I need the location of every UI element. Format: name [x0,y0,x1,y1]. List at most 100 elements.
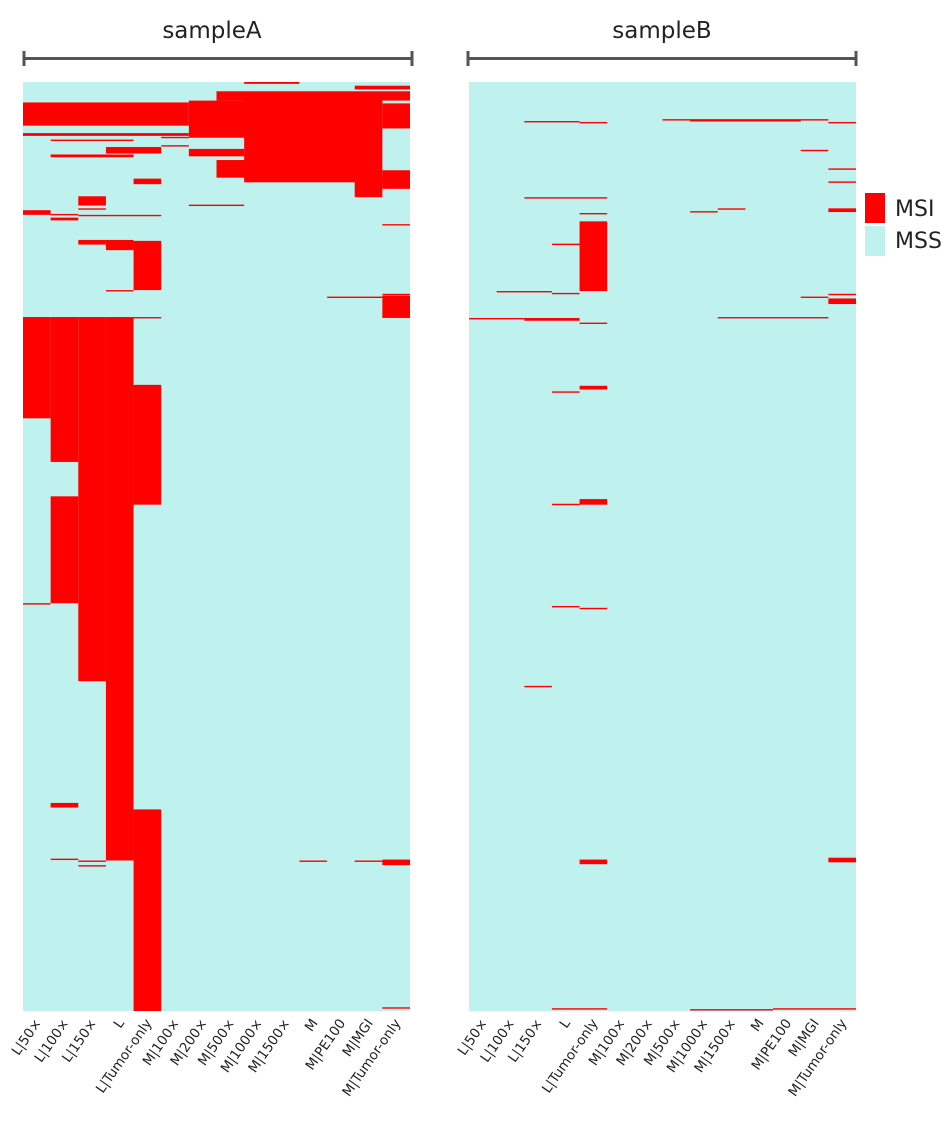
column-label-sampleA-10: M [302,1016,322,1035]
msi-block-sampleA-3 [78,317,106,682]
msi-row-line-sampleB-26 [690,1009,774,1011]
heatmap-background-sampleB [469,82,856,1011]
heatmap-cells-sampleA [23,82,410,1011]
msi-block-sampleA-23 [354,174,383,198]
msi-row-line-sampleA-10 [105,290,134,292]
msi-block-sampleA-15 [105,147,162,154]
msi-block-sampleB-2 [579,499,608,505]
msi-row-line-sampleB-4 [828,121,856,124]
msi-block-sampleB-3 [579,859,608,865]
msi-block-sampleA-25 [382,103,410,129]
msi-block-sampleA-8 [105,239,134,251]
msi-block-sampleA-9 [78,239,106,245]
msi-block-sampleA-11 [50,217,79,221]
msi-block-sampleA-0 [23,317,51,419]
msi-block-sampleA-14 [23,133,189,136]
msi-row-line-sampleA-1 [23,110,162,113]
msi-row-line-sampleA-4 [78,214,162,217]
msi-row-line-sampleB-23 [579,607,608,610]
msi-row-line-sampleB-20 [551,391,580,393]
msi-row-line-sampleA-15 [23,603,51,605]
msi-row-line-sampleB-15 [800,296,829,298]
legend-swatch-mss [865,226,885,256]
msi-block-sampleA-20 [216,91,410,101]
heatmap-cells-sampleB [469,82,856,1011]
msi-row-line-sampleA-5 [161,136,189,139]
msi-block-sampleA-12 [23,210,51,215]
column-label-sampleB-3: L [557,1016,575,1032]
msi-row-line-sampleB-14 [579,212,608,215]
msi-row-line-sampleB-16 [828,293,856,296]
msi-row-line-sampleB-8 [524,197,608,199]
msi-block-sampleA-2 [50,496,79,604]
legend-label-msi: MSI [895,197,934,222]
msi-row-line-sampleB-13 [551,292,580,295]
msi-block-sampleA-5 [133,384,162,505]
msi-row-line-sampleA-22 [382,293,410,296]
msi-row-line-sampleB-0 [524,121,580,123]
msi-block-sampleA-6 [133,809,162,1011]
msi-row-line-sampleB-27 [773,1008,856,1010]
msi-block-sampleB-1 [579,385,608,390]
msi-row-line-sampleA-8 [78,208,106,210]
msi-row-line-sampleB-17 [469,317,525,320]
msi-row-line-sampleA-14 [23,320,51,323]
msi-block-sampleA-13 [23,102,189,126]
msi-row-line-sampleB-22 [551,605,580,608]
msi-row-line-sampleA-13 [133,317,162,319]
panel-sampleA: sampleA L|50×L|100×L|150× LL|Tumor-onlyM|… [9,18,414,1100]
column-label-sampleB-10: M [748,1016,768,1035]
msi-block-sampleB-0 [579,221,608,292]
column-label-sampleA-3: L [111,1016,129,1032]
bracket-sampleA [22,51,414,66]
msi-row-line-sampleA-12 [327,296,383,298]
msi-row-line-sampleB-11 [551,243,580,246]
msi-row-line-sampleB-24 [524,685,552,688]
msi-block-sampleA-4 [105,317,134,861]
panel-title-sampleA: sampleA [162,18,262,44]
panel-sampleB: sampleB L|50×L|100×L|150× LL|Tumor-onlyM|… [455,18,858,1100]
msi-row-line-sampleA-19 [299,860,328,862]
msi-row-line-sampleB-7 [828,181,856,183]
column-labels-sampleA: L|50×L|100×L|150× LL|Tumor-onlyM|100×M|20… [9,1016,405,1100]
msi-row-line-sampleB-1 [579,121,608,124]
msi-row-line-sampleB-25 [551,1008,608,1010]
msi-block-sampleA-24 [382,170,410,189]
msi-row-line-sampleA-7 [188,204,245,207]
msi-block-sampleB-7 [524,317,580,321]
msi-row-line-sampleA-11 [382,224,410,226]
msi-row-line-sampleA-6 [161,145,189,147]
msi-block-sampleA-10 [78,196,106,206]
msi-row-line-sampleB-19 [579,322,608,325]
msi-block-sampleA-28 [382,295,410,318]
msi-row-line-sampleB-6 [828,168,856,170]
msi-row-line-sampleB-2 [662,119,829,121]
msi-row-line-sampleB-3 [690,120,801,122]
panel-title-sampleB: sampleB [612,18,711,44]
msi-block-sampleA-7 [133,240,162,291]
legend-label-mss: MSS [895,229,942,254]
msi-block-sampleB-5 [828,298,856,305]
msi-block-sampleA-19 [188,148,245,157]
msi-block-sampleA-22 [216,160,272,178]
msi-block-sampleA-17 [50,154,134,158]
msi-row-line-sampleB-18 [717,317,829,319]
msi-block-sampleA-1 [50,317,79,462]
msi-row-line-sampleA-16 [50,858,79,861]
bracket-sampleB [466,51,858,66]
msi-row-line-sampleB-21 [551,503,580,506]
msi-row-line-sampleA-2 [50,139,134,141]
msi-row-line-sampleA-3 [50,213,79,216]
msi-block-sampleA-27 [354,85,410,90]
msi-row-line-sampleA-21 [382,1007,410,1009]
msi-block-sampleA-30 [382,859,410,866]
msi-block-sampleB-6 [828,857,856,863]
msi-row-line-sampleB-10 [717,208,746,210]
msi-block-sampleA-29 [50,802,79,808]
msi-row-line-sampleA-20 [354,860,383,862]
msi-block-sampleA-16 [133,178,162,185]
msi-row-line-sampleA-17 [78,860,106,862]
msi-row-line-sampleB-5 [800,149,829,152]
msi-row-line-sampleA-9 [133,264,162,266]
